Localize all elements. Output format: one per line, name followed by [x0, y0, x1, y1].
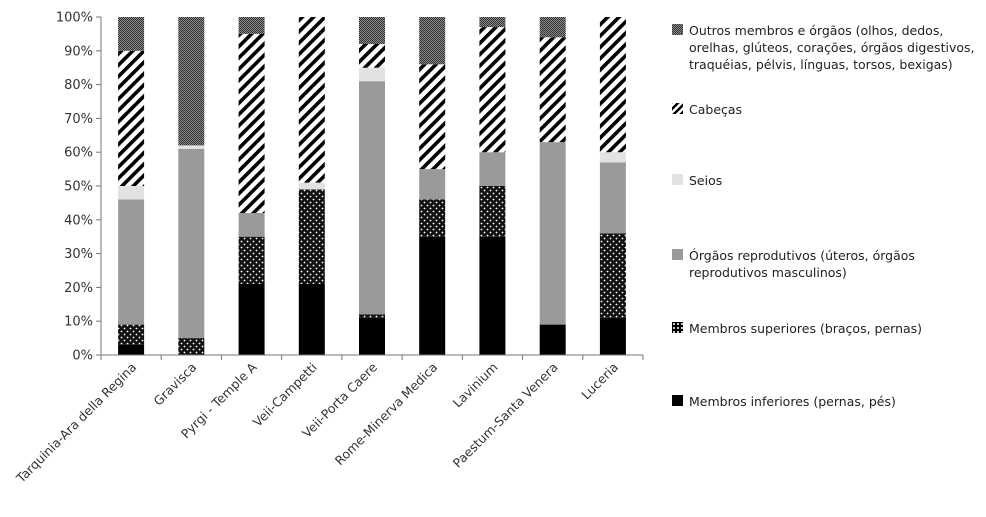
stacked-bar-chart: 0% 10% 20% 30% 40% 50% 60% 70% 80% 90% 100% Tarquin…	[13, 11, 644, 487]
legend-item: Membros inferiores (pernas, pés)	[672, 393, 896, 410]
bar-segment	[419, 64, 446, 170]
bar-segment	[118, 324, 145, 345]
bar-segment	[539, 37, 566, 143]
legend-label: Cabeças	[689, 102, 743, 117]
x-category-label: Rome-Minerva Medica	[332, 360, 441, 469]
bar-segment	[178, 17, 205, 146]
legend-item: Seios	[672, 172, 722, 189]
bar-segment	[599, 162, 626, 234]
bar-segment	[359, 44, 385, 68]
y-tick-label: 50%	[64, 180, 93, 195]
bar-segment	[479, 152, 506, 186]
legend-label: Membros superiores (braços, pernas)	[689, 321, 923, 336]
y-tick-label: 30%	[64, 247, 93, 262]
y-tick-label: 10%	[64, 315, 93, 330]
legend-swatch	[672, 24, 683, 35]
bar-segment	[359, 317, 385, 355]
x-category-label: Lavinium	[450, 360, 501, 411]
bar-segment	[118, 199, 145, 325]
legend-item: Cabeças	[672, 101, 742, 118]
bar-segment	[298, 17, 325, 183]
legend-swatch	[672, 103, 683, 114]
y-tick-label: 90%	[64, 44, 93, 59]
bar-segment	[359, 67, 385, 82]
bar-segment	[599, 17, 626, 153]
x-category-label: Gravisca	[150, 360, 199, 409]
bar-segment	[539, 17, 566, 38]
x-category-label: Tarquinia-Ara della Regina	[13, 360, 140, 487]
bar-segment	[298, 284, 325, 355]
bar-segment	[479, 17, 506, 28]
y-tick-label: 20%	[64, 281, 93, 296]
bar-segment	[118, 186, 145, 200]
bar-segment	[599, 233, 626, 318]
bar-segment	[238, 284, 265, 355]
y-tick-label: 60%	[64, 146, 93, 161]
bar-segment	[479, 27, 506, 153]
y-tick-label: 70%	[64, 112, 93, 127]
y-tick-label: 0%	[72, 349, 93, 364]
legend-swatch	[672, 174, 683, 185]
x-category-label: Luceria	[578, 360, 621, 403]
y-tick-label: 40%	[64, 213, 93, 228]
y-tick-label: 80%	[64, 78, 93, 93]
bar-segment	[599, 317, 626, 355]
bar-segment	[359, 81, 385, 315]
legend-item: Membros superiores (braços, pernas)	[672, 320, 922, 337]
bar-segment	[479, 236, 506, 355]
bar-segment	[178, 148, 205, 339]
legend-label: Seios	[689, 173, 723, 188]
bar-segment	[479, 186, 506, 237]
legend-label: Outros membros e órgãos (olhos, dedos, o…	[689, 23, 975, 72]
y-tick-label: 100%	[56, 11, 93, 26]
plot-area: 0% 10% 20% 30% 40% 50% 60% 70% 80% 90% 100% Tarquin…	[13, 11, 644, 487]
legend-label: Órgãos reprodutivos (úteros, órgãos repr…	[689, 248, 915, 280]
x-category-label: Paestum-Santa Venera	[450, 360, 561, 471]
bar-segment	[118, 344, 145, 355]
bar-segment	[298, 189, 325, 284]
bar-segment	[118, 50, 145, 186]
legend-swatch	[672, 249, 683, 260]
bar-segment	[419, 236, 446, 355]
bar-segment	[238, 236, 265, 284]
bar-segment	[238, 17, 265, 34]
legend-swatch	[672, 322, 683, 333]
bar-segment	[118, 17, 145, 51]
legend-item: Outros membros e órgãos (olhos, dedos, o…	[672, 22, 984, 73]
bar-segment	[238, 213, 265, 237]
bar-segment	[539, 142, 566, 325]
legend-label: Membros inferiores (pernas, pés)	[689, 394, 896, 409]
bar-segment	[419, 169, 446, 200]
bar-segment	[238, 33, 265, 214]
bar-segment	[419, 17, 446, 65]
bar-segment	[359, 17, 385, 44]
bar-segment	[599, 152, 626, 163]
legend-item: Órgãos reprodutivos (úteros, órgãos repr…	[672, 247, 984, 281]
legend-swatch	[672, 395, 683, 406]
bar-segment	[419, 199, 446, 237]
bar-segment	[178, 145, 205, 149]
bar-segment	[539, 324, 566, 355]
bar-segment	[359, 314, 385, 318]
bar-segment	[178, 338, 205, 355]
bar-segment	[298, 182, 325, 190]
